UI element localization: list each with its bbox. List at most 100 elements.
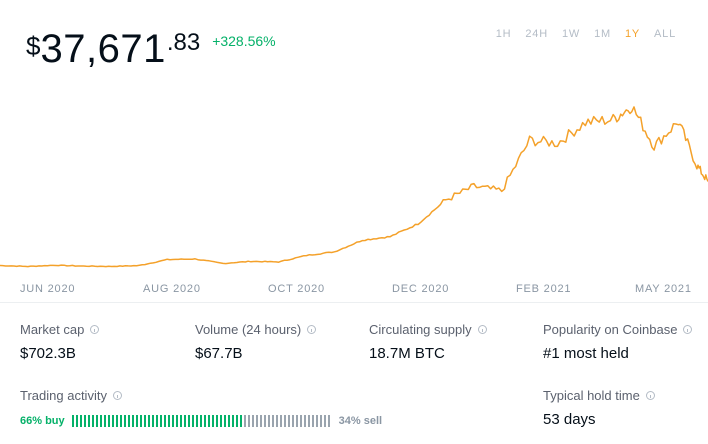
buy-tick — [119, 415, 122, 427]
x-tick-label: AUG 2020 — [143, 283, 201, 295]
range-tab-1m[interactable]: 1M — [594, 28, 611, 40]
range-tab-1w[interactable]: 1W — [561, 28, 581, 40]
sell-tick — [283, 415, 286, 427]
price-chart[interactable] — [0, 60, 708, 292]
market-cap-value: $702.3B — [20, 345, 76, 362]
stat-label: Typical hold time — [543, 388, 640, 403]
trading-activity-bar: 66% buy 34% sell — [20, 415, 382, 427]
hold-time-value: 53 days — [543, 411, 596, 428]
sell-tick — [287, 415, 290, 427]
buy-tick — [115, 415, 118, 427]
sell-tick — [255, 415, 258, 427]
buy-tick — [175, 415, 178, 427]
stat-label: Trading activity — [20, 388, 107, 403]
buy-tick — [223, 415, 226, 427]
stat-label: Popularity on Coinbase — [543, 322, 678, 337]
volume-value: $67.7B — [195, 345, 243, 362]
price-line — [0, 106, 708, 268]
buy-tick — [151, 415, 154, 427]
buy-tick — [183, 415, 186, 427]
range-tab-24h[interactable]: 24H — [525, 28, 548, 40]
price-header: $ 37,671 .83 +328.56% — [26, 26, 276, 72]
buy-tick — [199, 415, 202, 427]
x-tick-label: FEB 2021 — [516, 283, 572, 295]
buy-tick — [75, 415, 78, 427]
buy-tick — [171, 415, 174, 427]
stat-volume: Volume (24 hours) $67.7B — [195, 322, 317, 362]
price-change-percent: +328.56% — [212, 33, 276, 49]
buy-tick — [127, 415, 130, 427]
buy-tick — [91, 415, 94, 427]
buy-tick — [99, 415, 102, 427]
sell-tick — [315, 415, 318, 427]
buy-tick — [111, 415, 114, 427]
buy-tick — [143, 415, 146, 427]
sell-tick — [299, 415, 302, 427]
buy-tick — [103, 415, 106, 427]
divider — [0, 302, 708, 303]
info-icon[interactable] — [645, 391, 655, 400]
buy-sell-ticks — [71, 415, 332, 427]
buy-tick — [207, 415, 210, 427]
range-tab-all[interactable]: ALL — [654, 28, 676, 40]
buy-tick — [87, 415, 90, 427]
buy-tick — [159, 415, 162, 427]
sell-tick — [263, 415, 266, 427]
stat-popularity: Popularity on Coinbase #1 most held — [543, 322, 693, 362]
sell-tick — [319, 415, 322, 427]
sell-tick — [243, 415, 246, 427]
sell-tick — [291, 415, 294, 427]
sell-tick — [311, 415, 314, 427]
buy-tick — [131, 415, 134, 427]
x-tick-label: MAY 2021 — [635, 283, 692, 295]
circulating-supply-value: 18.7M BTC — [369, 345, 445, 362]
buy-tick — [139, 415, 142, 427]
info-icon[interactable] — [307, 325, 317, 334]
sell-tick — [275, 415, 278, 427]
buy-tick — [167, 415, 170, 427]
x-axis: JUN 2020 AUG 2020 OCT 2020 DEC 2020 FEB … — [0, 283, 708, 297]
sell-tick — [295, 415, 298, 427]
sell-tick — [279, 415, 282, 427]
sell-tick — [323, 415, 326, 427]
range-tab-1y[interactable]: 1Y — [624, 28, 641, 40]
buy-tick — [219, 415, 222, 427]
buy-tick — [239, 415, 242, 427]
sell-percent: 34% sell — [338, 415, 383, 427]
info-icon[interactable] — [112, 391, 122, 400]
buy-tick — [163, 415, 166, 427]
buy-tick — [195, 415, 198, 427]
buy-tick — [227, 415, 230, 427]
buy-tick — [79, 415, 82, 427]
sell-tick — [271, 415, 274, 427]
buy-tick — [107, 415, 110, 427]
sell-tick — [251, 415, 254, 427]
price-currency: $ — [26, 31, 41, 61]
range-tab-1h[interactable]: 1H — [495, 28, 512, 40]
sell-tick — [247, 415, 250, 427]
price-value: 37,671 — [40, 27, 166, 71]
buy-percent: 66% buy — [20, 415, 65, 427]
time-range-tabs: 1H 24H 1W 1M 1Y ALL — [482, 28, 676, 40]
buy-tick — [231, 415, 234, 427]
info-icon[interactable] — [477, 325, 487, 334]
sell-tick — [307, 415, 310, 427]
buy-tick — [95, 415, 98, 427]
stat-label: Circulating supply — [369, 322, 472, 337]
info-icon[interactable] — [683, 325, 693, 334]
buy-tick — [147, 415, 150, 427]
buy-tick — [71, 415, 74, 427]
price-cents: .83 — [166, 29, 201, 56]
stat-trading-activity: Trading activity 66% buy 34% sell — [20, 388, 382, 427]
buy-tick — [215, 415, 218, 427]
stat-market-cap: Market cap $702.3B — [20, 322, 100, 362]
popularity-value: #1 most held — [543, 345, 629, 362]
buy-tick — [155, 415, 158, 427]
stat-label: Volume (24 hours) — [195, 322, 302, 337]
stat-circulating-supply: Circulating supply 18.7M BTC — [369, 322, 487, 362]
sell-tick — [327, 415, 330, 427]
sell-tick — [303, 415, 306, 427]
buy-tick — [187, 415, 190, 427]
buy-tick — [191, 415, 194, 427]
info-icon[interactable] — [90, 325, 100, 334]
